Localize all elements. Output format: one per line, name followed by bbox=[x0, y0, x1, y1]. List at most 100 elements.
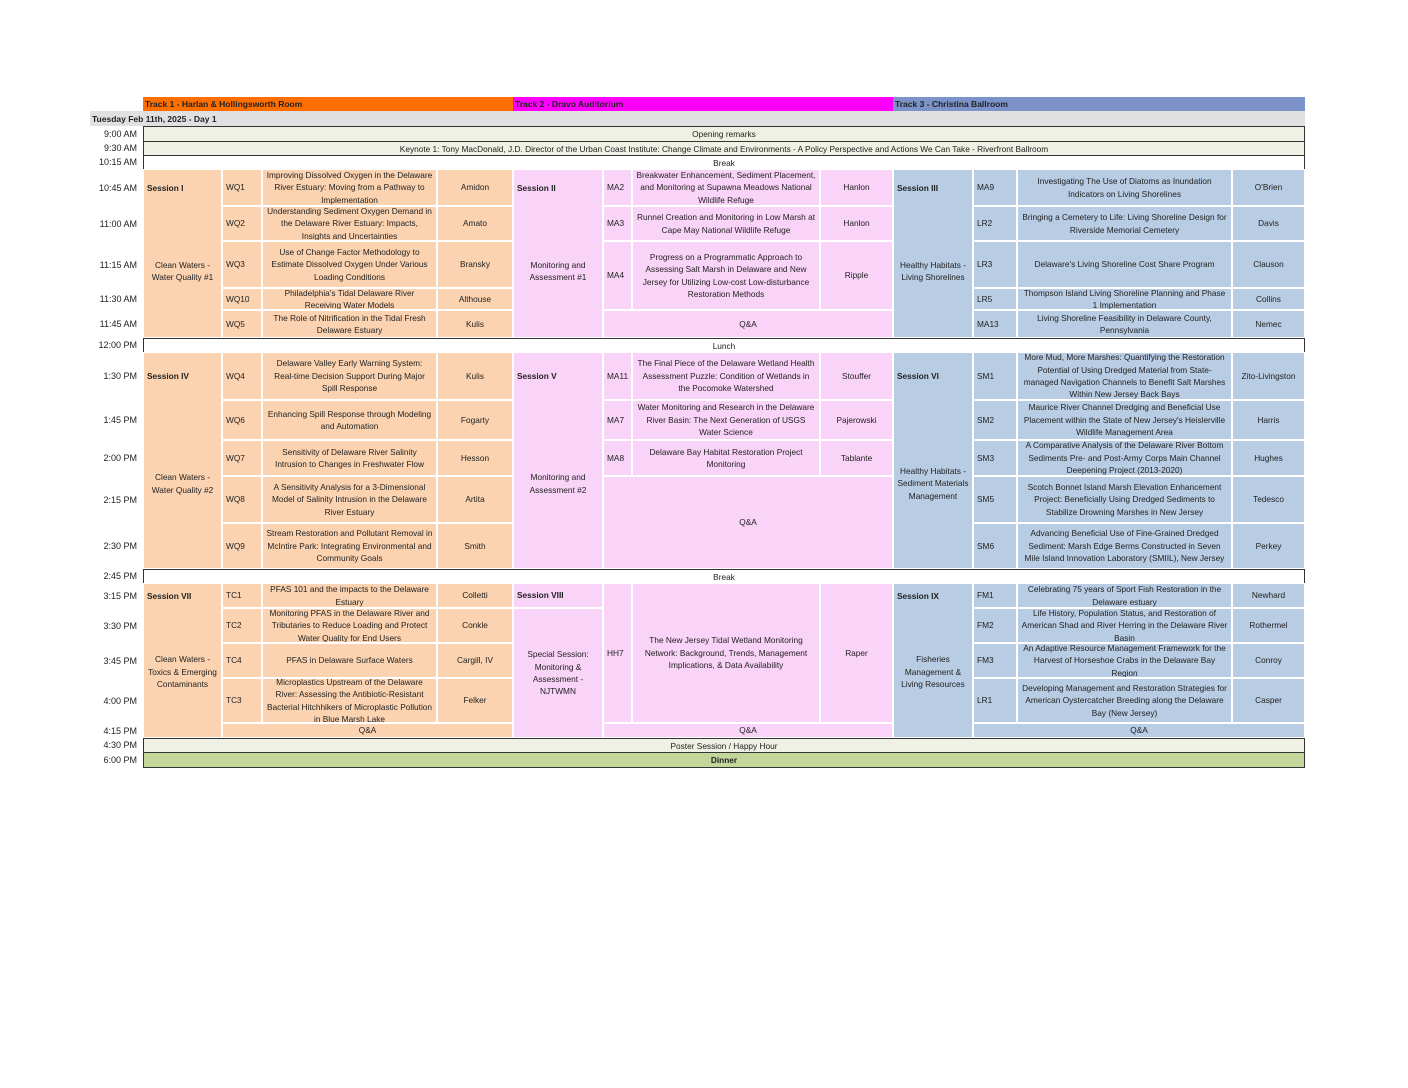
talk-code: TC3 bbox=[222, 678, 262, 723]
talk-title: Bringing a Cemetery to Life: Living Shor… bbox=[1017, 206, 1232, 241]
talk-title: Enhancing Spill Response through Modelin… bbox=[262, 400, 437, 440]
day-label: Tuesday Feb 11th, 2025 - Day 1 bbox=[90, 111, 1305, 126]
session-description: Healthy Habitats - Living Shorelines bbox=[893, 205, 973, 338]
qa-slot: Q&A bbox=[603, 476, 893, 569]
talk-speaker: Ripple bbox=[820, 241, 893, 310]
plenary-keynote: Keynote 1: Tony MacDonald, J.D. Director… bbox=[143, 141, 1305, 156]
talk-speaker: Conkle bbox=[437, 608, 513, 643]
qa-slot: Q&A bbox=[603, 310, 893, 338]
time-slot-label: 4:30 PM bbox=[103, 740, 137, 750]
talk-title: A Comparative Analysis of the Delaware R… bbox=[1017, 440, 1232, 476]
time-slot-label: 9:30 AM bbox=[103, 143, 137, 153]
talk-speaker: Pajerowski bbox=[820, 400, 893, 440]
session-label: Session III bbox=[893, 169, 973, 206]
talk-title: Use of Change Factor Methodology to Esti… bbox=[262, 241, 437, 288]
time-slot-label: 3:30 PM bbox=[103, 620, 137, 631]
time-slot-label: 3:45 PM bbox=[103, 655, 137, 666]
session-description: Clean Waters - Water Quality #2 bbox=[143, 399, 222, 569]
session-description: Clean Waters - Toxics & Emerging Contami… bbox=[143, 607, 222, 738]
talk-speaker: Tedesco bbox=[1232, 476, 1305, 523]
track-header: Track 2 - Dravo Auditorium bbox=[513, 97, 893, 111]
plenary-break1: Break bbox=[143, 155, 1305, 170]
time-slot-label: 10:45 AM bbox=[98, 182, 137, 193]
time-slot-label: 11:15 AM bbox=[99, 259, 137, 270]
time-slot-label: 11:30 AM bbox=[99, 294, 137, 304]
talk-code: MA8 bbox=[603, 440, 632, 476]
talk-speaker: Newhard bbox=[1232, 583, 1305, 608]
session-description: Monitoring and Assessment #1 bbox=[513, 205, 603, 338]
talk-speaker: Colletti bbox=[437, 583, 513, 608]
talk-title: The New Jersey Tidal Wetland Monitoring … bbox=[632, 583, 820, 723]
talk-code: HH7 bbox=[603, 583, 632, 723]
talk-code: WQ6 bbox=[222, 400, 262, 440]
session-label: Session IV bbox=[143, 352, 222, 400]
talk-code: MA11 bbox=[603, 352, 632, 400]
talk-code: WQ2 bbox=[222, 206, 262, 241]
time-slot-label: 9:00 AM bbox=[103, 128, 137, 139]
talk-title: Scotch Bonnet Island Marsh Elevation Enh… bbox=[1017, 476, 1232, 523]
talk-code: SM3 bbox=[973, 440, 1017, 476]
time-slot-label: 2:00 PM bbox=[103, 453, 137, 463]
session-description: Clean Waters - Water Quality #1 bbox=[143, 205, 222, 338]
talk-code: LR2 bbox=[973, 206, 1017, 241]
talk-code: WQ1 bbox=[222, 169, 262, 206]
talk-title: PFAS in Delaware Surface Waters bbox=[262, 643, 437, 678]
talk-title: Advancing Beneficial Use of Fine-Grained… bbox=[1017, 523, 1232, 569]
session-label: Session V bbox=[513, 352, 603, 400]
talk-code: SM1 bbox=[973, 352, 1017, 400]
talk-title: Stream Restoration and Pollutant Removal… bbox=[262, 523, 437, 569]
talk-speaker: Clauson bbox=[1232, 241, 1305, 288]
talk-code: WQ8 bbox=[222, 476, 262, 523]
talk-code: WQ3 bbox=[222, 241, 262, 288]
talk-speaker: Cargill, IV bbox=[437, 643, 513, 678]
time-slot-label: 6:00 PM bbox=[103, 754, 137, 765]
talk-speaker: Hesson bbox=[437, 440, 513, 476]
talk-speaker: Fogarty bbox=[437, 400, 513, 440]
talk-title: Thompson Island Living Shoreline Plannin… bbox=[1017, 288, 1232, 310]
talk-code: FM2 bbox=[973, 608, 1017, 643]
talk-title: Life History, Population Status, and Res… bbox=[1017, 608, 1232, 643]
track-header: Track 1 - Harlan & Hollingsworth Room bbox=[143, 97, 513, 111]
time-slot-label: 3:15 PM bbox=[103, 590, 137, 601]
talk-code: LR1 bbox=[973, 678, 1017, 723]
session-label: Session VII bbox=[143, 583, 222, 608]
talk-speaker: Raper bbox=[820, 583, 893, 723]
talk-code: WQ10 bbox=[222, 288, 262, 310]
talk-title: PFAS 101 and the impacts to the Delaware… bbox=[262, 583, 437, 608]
talk-title: Investigating The Use of Diatoms as Inun… bbox=[1017, 169, 1232, 206]
talk-code: FM3 bbox=[973, 643, 1017, 678]
talk-title: Breakwater Enhancement, Sediment Placeme… bbox=[632, 169, 820, 206]
talk-title: Runnel Creation and Monitoring in Low Ma… bbox=[632, 206, 820, 241]
talk-speaker: Stouffer bbox=[820, 352, 893, 400]
talk-title: Water Monitoring and Research in the Del… bbox=[632, 400, 820, 440]
talk-speaker: Zito-Livingston bbox=[1232, 352, 1305, 400]
talk-speaker: Tablante bbox=[820, 440, 893, 476]
talk-speaker: Davis bbox=[1232, 206, 1305, 241]
time-slot-label: 2:45 PM bbox=[103, 571, 137, 581]
talk-title: Sensitivity of Delaware River Salinity I… bbox=[262, 440, 437, 476]
talk-code: TC2 bbox=[222, 608, 262, 643]
talk-code: SM6 bbox=[973, 523, 1017, 569]
time-slot-label: 2:30 PM bbox=[103, 541, 137, 551]
time-slot-label: 1:45 PM bbox=[103, 415, 137, 425]
talk-title: Monitoring PFAS in the Delaware River an… bbox=[262, 608, 437, 643]
session-label: Session I bbox=[143, 169, 222, 206]
talk-speaker: Hanlon bbox=[820, 206, 893, 241]
talk-code: WQ7 bbox=[222, 440, 262, 476]
talk-code: TC1 bbox=[222, 583, 262, 608]
session-label: Session II bbox=[513, 169, 603, 206]
time-slot-label: 4:00 PM bbox=[103, 695, 137, 706]
session-label: Session IX bbox=[893, 583, 973, 608]
session-description: Monitoring and Assessment #2 bbox=[513, 399, 603, 569]
talk-title: The Final Piece of the Delaware Wetland … bbox=[632, 352, 820, 400]
talk-speaker: Amato bbox=[437, 206, 513, 241]
qa-slot: Q&A bbox=[222, 723, 513, 738]
time-slot-label: 2:15 PM bbox=[103, 494, 137, 505]
plenary-break2: Break bbox=[143, 569, 1305, 584]
talk-title: Developing Management and Restoration St… bbox=[1017, 678, 1232, 723]
time-slot-label: 11:00 AM bbox=[99, 218, 137, 229]
talk-code: MA2 bbox=[603, 169, 632, 206]
time-slot-label: 10:15 AM bbox=[98, 157, 137, 167]
time-slot-label: 12:00 PM bbox=[98, 340, 137, 350]
talk-speaker: Artita bbox=[437, 476, 513, 523]
